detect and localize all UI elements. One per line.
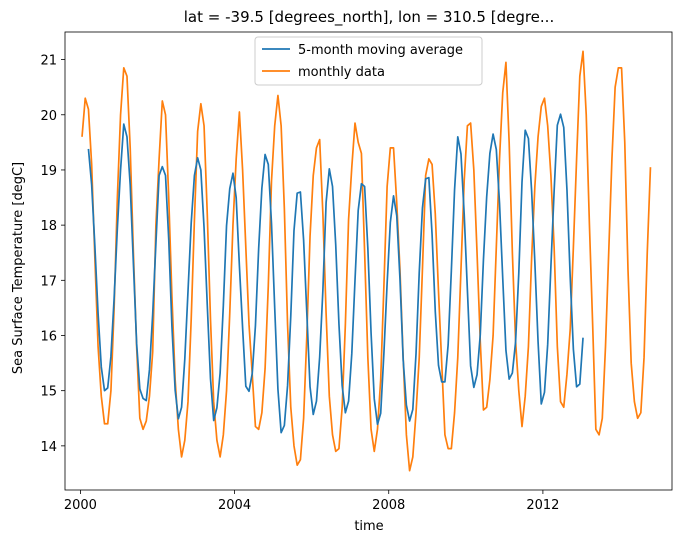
chart-title: lat = -39.5 [degrees_north], lon = 310.5… xyxy=(184,8,554,27)
legend-label-moving-average: 5-month moving average xyxy=(298,43,463,58)
legend-box xyxy=(254,36,483,86)
y-tick-label: 20 xyxy=(40,109,57,124)
x-tick-label: 2000 xyxy=(64,498,97,513)
x-axis-label: time xyxy=(354,519,383,534)
legend-label-monthly-data: monthly data xyxy=(298,65,385,80)
x-tick-label: 2004 xyxy=(218,498,251,513)
y-tick-label: 17 xyxy=(40,274,57,289)
y-tick-label: 21 xyxy=(40,54,57,69)
y-tick-label: 14 xyxy=(40,440,57,455)
series-line-5-month-moving-average xyxy=(87,113,584,434)
y-tick-label: 16 xyxy=(40,329,57,344)
y-tick-label: 19 xyxy=(40,164,57,179)
legend: 5-month moving average monthly data xyxy=(254,36,483,86)
y-tick-label: 18 xyxy=(40,219,57,234)
series-line-monthly-data xyxy=(81,50,652,472)
y-axis-label: Sea Surface Temperature [degC] xyxy=(11,162,26,374)
y-axis-ticks: 14 15 16 17 18 19 20 21 xyxy=(40,54,65,455)
x-axis-ticks: 2000 2004 2008 2012 xyxy=(64,490,559,513)
plot-area xyxy=(81,50,652,472)
x-tick-label: 2008 xyxy=(372,498,405,513)
axes-frame xyxy=(64,31,673,491)
y-tick-label: 15 xyxy=(40,385,57,400)
x-tick-label: 2012 xyxy=(526,498,559,513)
